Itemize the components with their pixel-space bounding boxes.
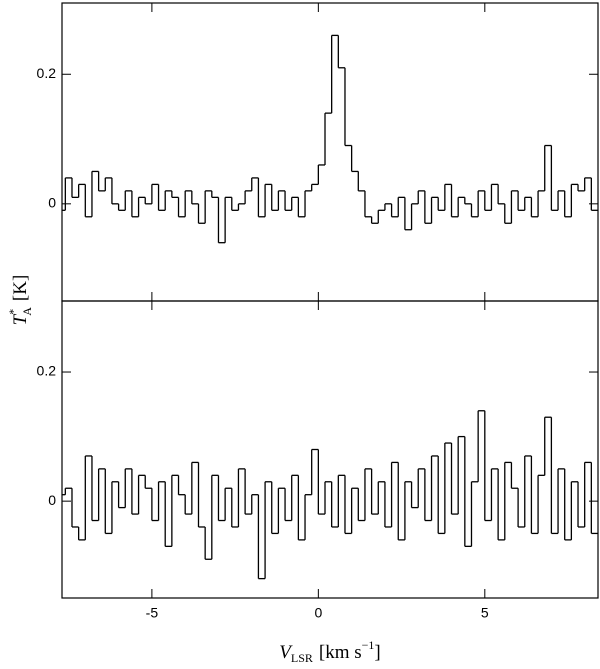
- y-tick-label: 0.2: [37, 363, 57, 379]
- x-label-symbol: V: [279, 642, 293, 663]
- y-label-subscript: A: [20, 307, 34, 316]
- x-axis-label: VLSR [km s−1]: [279, 638, 380, 665]
- spectrum: [62, 410, 598, 580]
- x-tick-label: 0: [314, 605, 322, 621]
- x-label-superscript: −1: [362, 638, 375, 652]
- step-connectors: [64, 410, 592, 579]
- y-label-superscript: *: [6, 309, 20, 315]
- x-label-subscript: LSR: [291, 651, 313, 665]
- plot-frame: [61, 2, 599, 302]
- x-tick-label: -5: [146, 605, 159, 621]
- y-tick-label: 0.2: [37, 65, 57, 81]
- y-axis-label: T*A [K]: [6, 275, 34, 326]
- plot-frame: [61, 300, 599, 599]
- y-label-symbol: T: [10, 313, 31, 325]
- step-connectors: [64, 35, 592, 243]
- x-tick-label: 5: [481, 605, 489, 621]
- x-label-unit-start: [km s: [319, 642, 362, 663]
- x-label-unit-end: ]: [374, 642, 380, 663]
- y-label-unit: [K]: [10, 275, 31, 301]
- y-tick-label: 0: [48, 195, 56, 211]
- spectrum: [62, 34, 598, 244]
- y-tick-label: 0: [48, 492, 56, 508]
